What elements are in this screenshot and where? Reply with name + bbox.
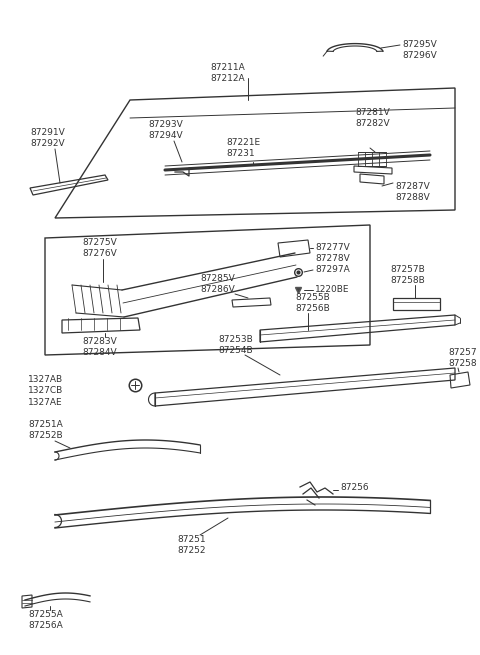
Text: 87291V
87292V: 87291V 87292V: [30, 128, 65, 148]
Text: 87257
87258: 87257 87258: [448, 348, 477, 368]
Text: 1220BE: 1220BE: [315, 284, 349, 293]
Text: 87251A
87252B: 87251A 87252B: [28, 420, 63, 440]
Text: 87257B
87258B: 87257B 87258B: [390, 265, 425, 285]
Text: 87221E
87231: 87221E 87231: [226, 138, 260, 158]
Text: 87293V
87294V: 87293V 87294V: [148, 120, 183, 140]
Text: 87283V
87284V: 87283V 87284V: [82, 337, 117, 358]
Text: 87295V
87296V: 87295V 87296V: [402, 40, 437, 60]
Text: 87297A: 87297A: [315, 265, 350, 274]
Text: 87287V
87288V: 87287V 87288V: [395, 182, 430, 202]
Text: 87211A
87212A: 87211A 87212A: [211, 63, 245, 83]
Text: 87256: 87256: [340, 483, 369, 493]
Text: 87281V
87282V: 87281V 87282V: [355, 107, 390, 128]
Text: 87275V
87276V: 87275V 87276V: [82, 238, 117, 258]
Text: 87253B
87254B: 87253B 87254B: [218, 335, 253, 355]
Text: 1327AB
1327CB
1327AE: 1327AB 1327CB 1327AE: [28, 375, 63, 407]
Text: 87277V
87278V: 87277V 87278V: [315, 243, 350, 263]
Text: 87251
87252: 87251 87252: [178, 535, 206, 555]
Text: 87255A
87256A: 87255A 87256A: [28, 610, 63, 631]
Text: 87255B
87256B: 87255B 87256B: [295, 293, 330, 313]
Text: 87285V
87286V: 87285V 87286V: [200, 274, 235, 294]
